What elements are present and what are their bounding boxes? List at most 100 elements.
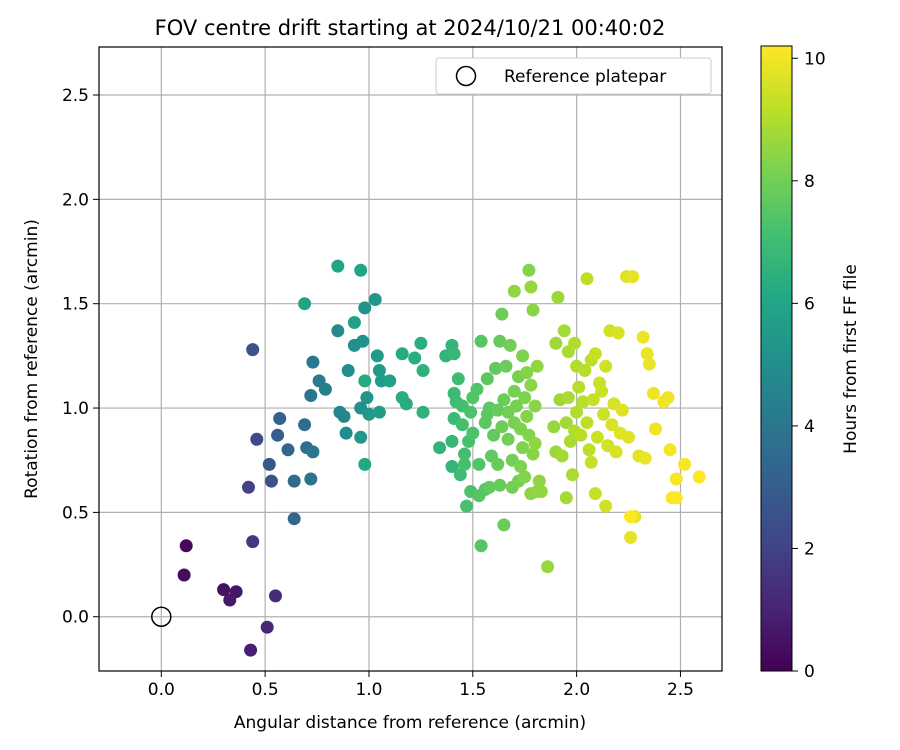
scatter-point: [524, 378, 538, 392]
scatter-point: [242, 480, 255, 494]
scatter-points: [177, 259, 706, 657]
scatter-point: [495, 420, 509, 434]
chart-title: FOV centre drift starting at 2024/10/21 …: [155, 16, 666, 40]
scatter-point: [561, 391, 575, 405]
scatter-point: [250, 432, 264, 446]
scatter-point: [354, 430, 368, 444]
scatter-point: [640, 347, 654, 361]
scatter-point: [416, 364, 430, 377]
scatter-point: [678, 457, 692, 471]
scatter-point: [244, 643, 258, 657]
scatter-point: [574, 428, 588, 442]
scatter-point: [383, 374, 397, 388]
colorbar-tick-label: 6: [804, 294, 815, 314]
scatter-point: [520, 409, 534, 423]
scatter-point: [669, 491, 683, 505]
scatter-point: [609, 445, 623, 459]
reference-circle-icon: [151, 606, 172, 627]
scatter-point: [586, 393, 600, 407]
x-axis-ticks: 0.0 0.5 1.0 1.5 2.0 2.5: [148, 671, 694, 700]
x-tick-label: 0.5: [252, 680, 279, 700]
scatter-point: [534, 485, 548, 498]
scatter-point: [339, 426, 353, 440]
scatter-point: [474, 334, 488, 348]
scatter-point: [642, 357, 656, 371]
scatter-point: [318, 382, 332, 396]
colorbar-ticks: 0 2 4 6 8 10: [792, 49, 826, 682]
y-tick-label: 1.5: [62, 295, 89, 315]
scatter-point: [611, 326, 625, 340]
scatter-point: [526, 303, 540, 317]
x-axis-label: Angular distance from reference (arcmin): [234, 713, 586, 733]
y-axis-label: Rotation from reference (arcmin): [22, 219, 42, 499]
scatter-point: [503, 338, 517, 352]
colorbar-tick-label: 4: [804, 417, 815, 437]
colorbar-tick-label: 0: [804, 662, 815, 682]
scatter-point: [584, 455, 598, 469]
scatter-point: [638, 451, 652, 465]
x-tick-label: 2.5: [667, 680, 694, 700]
scatter-point: [551, 290, 565, 304]
scatter-point: [495, 307, 509, 321]
scatter-point: [399, 397, 413, 411]
scatter-point: [595, 384, 609, 398]
scatter-point: [331, 324, 345, 338]
scatter-point: [624, 510, 638, 524]
scatter-point: [433, 441, 447, 455]
scatter-point: [273, 412, 287, 425]
scatter-point: [615, 403, 629, 417]
scatter-point: [453, 468, 467, 482]
colorbar: [760, 45, 793, 672]
scatter-point: [568, 336, 582, 350]
scatter-point: [298, 297, 312, 311]
reference-marker-group: [151, 606, 172, 627]
scatter-point: [464, 405, 478, 419]
scatter-point: [522, 263, 536, 277]
scatter-point: [626, 270, 640, 284]
scatter-point: [264, 474, 278, 488]
scatter-point: [526, 447, 540, 461]
scatter-point: [414, 336, 428, 350]
scatter-point: [487, 428, 501, 442]
scatter-point: [331, 259, 345, 273]
legend: Reference platepar: [435, 57, 712, 95]
scatter-point: [491, 403, 505, 417]
legend-entry-reference: Reference platepar: [504, 67, 666, 87]
scatter-point: [358, 301, 372, 315]
scatter-point: [474, 539, 488, 553]
scatter-point: [451, 372, 465, 386]
scatter-point: [358, 457, 372, 471]
scatter-point: [281, 443, 295, 457]
scatter-point: [516, 441, 530, 455]
scatter-point: [578, 364, 592, 377]
scatter-point: [445, 434, 459, 448]
scatter-point: [572, 380, 586, 394]
scatter-point: [306, 445, 320, 459]
scatter-point: [491, 457, 505, 471]
scatter-point: [624, 530, 638, 544]
scatter-point: [605, 418, 619, 432]
y-tick-label: 1.0: [62, 399, 89, 419]
colorbar-tick-label: 10: [804, 49, 826, 69]
legend-box: [435, 57, 712, 95]
scatter-point: [358, 374, 372, 388]
scatter-point: [341, 364, 355, 377]
scatter-point: [566, 468, 579, 482]
scatter-point: [524, 280, 538, 294]
scatter-point: [489, 361, 503, 375]
scatter-point: [636, 330, 650, 344]
scatter-point: [246, 343, 260, 357]
scatter-point: [669, 472, 683, 486]
scatter-point: [557, 324, 571, 338]
scatter-point: [518, 470, 532, 484]
scatter-point: [395, 347, 409, 361]
scatter-point: [547, 420, 561, 434]
scatter-point: [528, 399, 542, 413]
x-tick-label: 1.5: [459, 680, 486, 700]
scatter-point: [647, 386, 660, 400]
grid: [99, 47, 722, 671]
scatter-point: [460, 499, 474, 513]
scatter-point: [179, 539, 193, 553]
scatter-point: [368, 293, 382, 306]
scatter-point: [497, 393, 511, 407]
